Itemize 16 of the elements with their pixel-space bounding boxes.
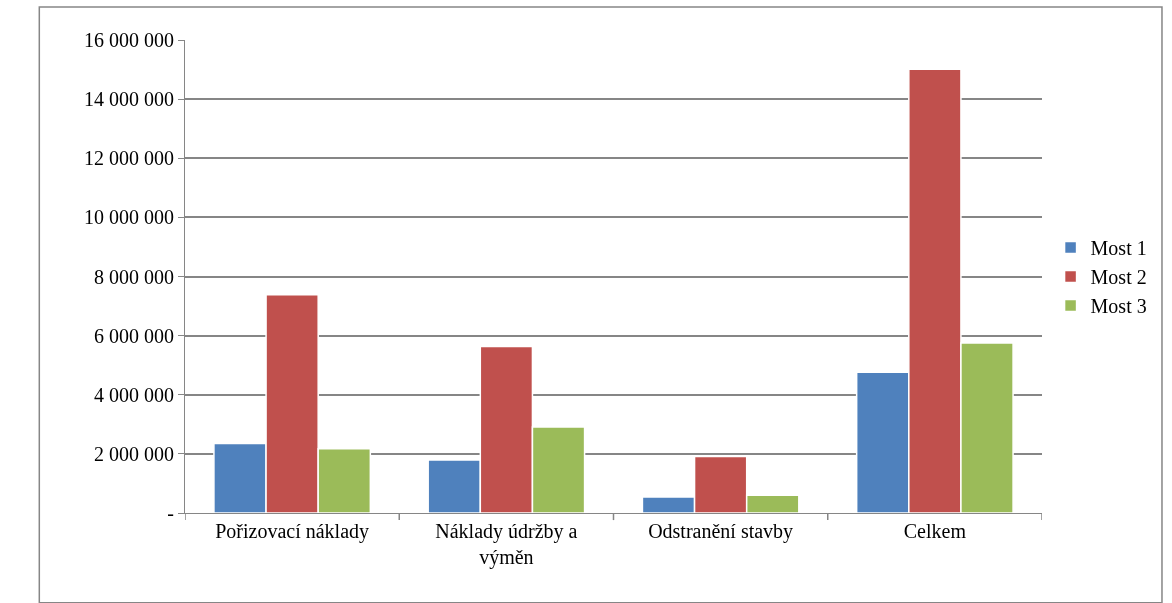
- y-tick-label: 6 000 000: [94, 324, 174, 347]
- y-tick-label: -: [167, 502, 174, 524]
- y-tick-label: 4 000 000: [94, 383, 174, 406]
- y-tick-label: 16 000 000: [84, 29, 174, 51]
- legend-label: Most 3: [1090, 295, 1147, 318]
- x-tick-label: Pořizovací náklady: [215, 520, 370, 543]
- x-tick-label: Náklady údržby a výměn: [435, 520, 578, 569]
- legend-label: Most 1: [1090, 237, 1147, 260]
- legend-label: Most 2: [1090, 266, 1147, 289]
- y-tick-label: 8 000 000: [94, 265, 174, 288]
- y-tick-label: 10 000 000: [84, 206, 174, 229]
- x-tick-label: Celkem: [903, 520, 967, 542]
- x-tick-label: Odstranění stavby: [648, 520, 794, 543]
- y-tick-label: 14 000 000: [84, 88, 174, 111]
- y-tick-label: 12 000 000: [84, 147, 174, 170]
- y-tick-label: 2 000 000: [94, 442, 174, 465]
